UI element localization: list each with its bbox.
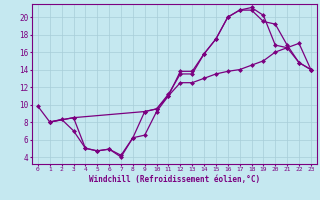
- X-axis label: Windchill (Refroidissement éolien,°C): Windchill (Refroidissement éolien,°C): [89, 175, 260, 184]
